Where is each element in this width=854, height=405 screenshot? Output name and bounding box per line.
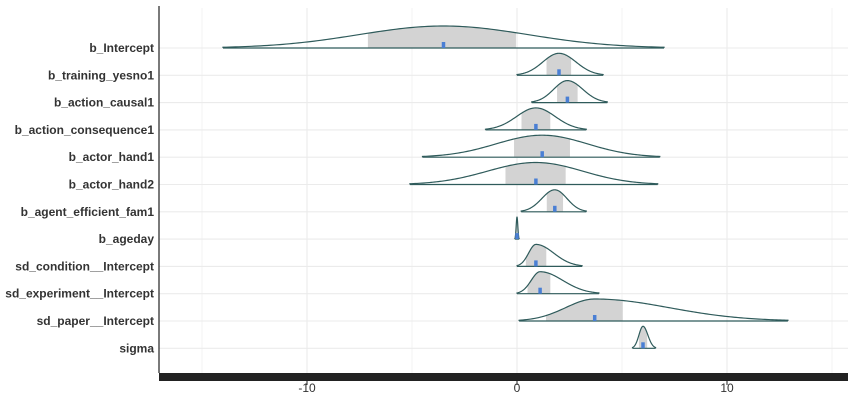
param-label: b_training_yesno1 <box>48 68 154 82</box>
x-axis-bar <box>159 373 848 381</box>
param-label: sd_paper__Intercept <box>37 314 154 328</box>
param-label: b_action_consequence1 <box>15 123 155 137</box>
x-tick-label: -10 <box>298 381 316 395</box>
param-label: b_actor_hand2 <box>69 178 155 192</box>
param-label: b_ageday <box>99 232 155 246</box>
param-label: b_actor_hand1 <box>69 150 155 164</box>
param-label: sigma <box>119 341 154 355</box>
param-label: b_action_causal1 <box>54 96 154 110</box>
param-label: b_Intercept <box>89 41 154 55</box>
param-label: sd_condition__Intercept <box>15 259 154 273</box>
param-label: sd_experiment__Intercept <box>5 287 154 301</box>
param-label: b_agent_efficient_fam1 <box>21 205 155 219</box>
x-tick-label: 0 <box>514 381 521 395</box>
x-tick-label: 10 <box>720 381 734 395</box>
